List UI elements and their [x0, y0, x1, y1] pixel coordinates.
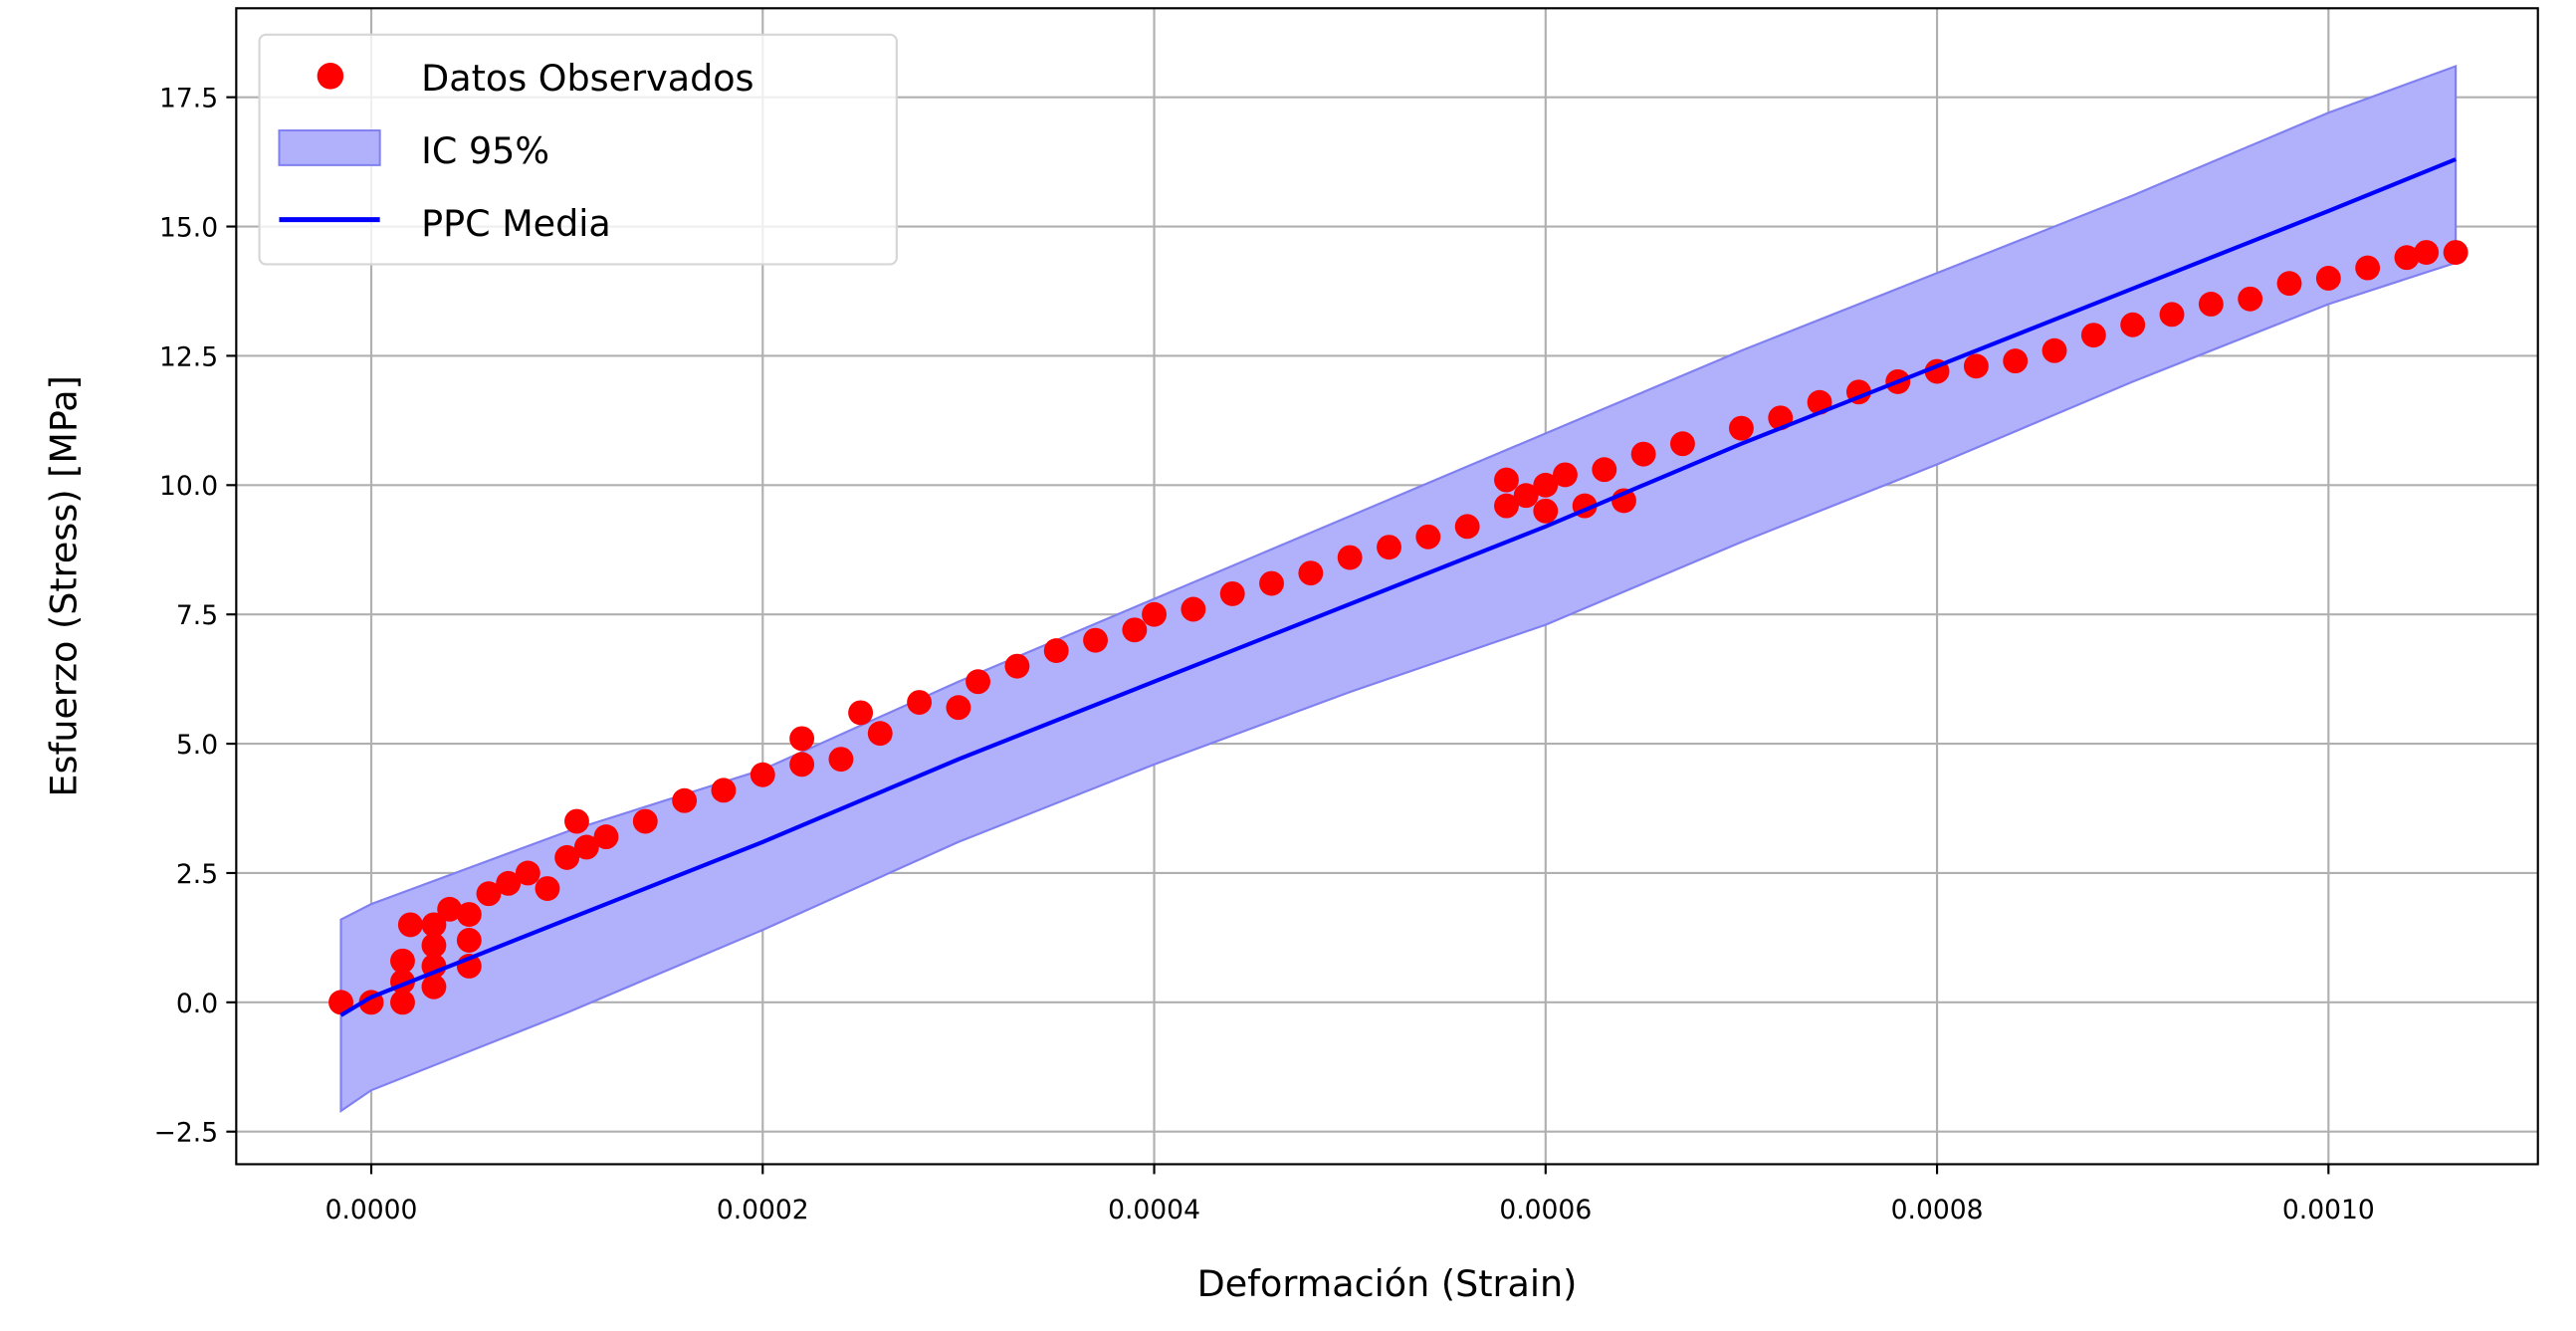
- x-tick-label: 0.0000: [325, 1195, 418, 1225]
- legend-label-mean: PPC Media: [421, 202, 611, 245]
- observed-point: [1553, 462, 1578, 488]
- observed-point: [672, 787, 698, 813]
- observed-point: [2041, 337, 2067, 363]
- observed-point: [535, 876, 560, 901]
- observed-point: [867, 721, 893, 747]
- observed-point: [848, 700, 874, 726]
- observed-point: [1533, 472, 1559, 498]
- observed-point: [2414, 240, 2440, 265]
- observed-point: [1298, 560, 1324, 586]
- observed-point: [2276, 271, 2302, 297]
- observed-point: [750, 762, 775, 787]
- observed-point: [476, 881, 502, 907]
- observed-point: [1337, 545, 1363, 570]
- y-tick-label: 5.0: [176, 730, 218, 761]
- observed-point: [1181, 596, 1206, 622]
- observed-point: [2443, 240, 2469, 265]
- observed-point: [397, 912, 423, 938]
- legend-label-observed: Datos Observados: [421, 57, 753, 100]
- observed-point: [2315, 266, 2341, 291]
- observed-point: [907, 690, 933, 715]
- observed-point: [2080, 323, 2106, 348]
- observed-point: [1142, 601, 1167, 627]
- observed-point: [573, 834, 599, 860]
- observed-point: [1670, 431, 1695, 457]
- observed-point: [1728, 415, 1754, 441]
- plot-frame: [235, 7, 2539, 1166]
- y-tick-label: 17.5: [159, 84, 218, 114]
- observed-point: [1043, 638, 1069, 664]
- observed-point: [2003, 348, 2029, 374]
- observed-point: [1377, 535, 1401, 560]
- observed-point: [1259, 570, 1284, 596]
- ticks: 0.0000 0.0002 0.0004 0.0006 0.0008 0.0010 −2.5…: [154, 84, 2375, 1226]
- observed-point: [2198, 292, 2224, 317]
- x-tick-label: 0.0008: [1891, 1195, 1984, 1225]
- observed-point: [328, 990, 353, 1015]
- observed-point: [2120, 312, 2146, 337]
- observed-point: [1592, 457, 1617, 483]
- observed-point: [390, 948, 415, 974]
- observed-point: [828, 747, 854, 773]
- observed-point: [1122, 617, 1148, 643]
- observed-point: [1004, 653, 1030, 679]
- observed-point: [1083, 627, 1108, 653]
- y-tick-label: 7.5: [176, 600, 218, 631]
- observed-point: [1415, 524, 1441, 550]
- observed-point: [711, 777, 737, 803]
- observed-point: [421, 974, 447, 999]
- observed-point: [390, 990, 415, 1015]
- observed-point: [456, 902, 482, 927]
- observed-point: [456, 928, 482, 953]
- observed-point: [421, 912, 447, 938]
- legend: Datos Observados IC 95% PPC Media: [258, 33, 898, 266]
- x-axis-label: Deformación (Strain): [1197, 1262, 1578, 1305]
- observed-point: [966, 669, 991, 695]
- mean-line: [339, 157, 2457, 1017]
- x-tick-label: 0.0004: [1108, 1195, 1200, 1225]
- legend-label-ci: IC 95%: [421, 129, 549, 172]
- y-axis-label: Esfuerzo (Stress) [MPa]: [42, 375, 85, 796]
- y-tick-label: 15.0: [159, 212, 218, 243]
- observed-point: [1454, 514, 1480, 540]
- observed-point: [1494, 493, 1519, 519]
- x-tick-label: 0.0006: [1499, 1195, 1592, 1225]
- observed-point: [1513, 483, 1539, 509]
- observed-point: [2394, 245, 2420, 271]
- observed-points-layer: [328, 240, 2469, 1015]
- observed-point: [1494, 467, 1519, 493]
- observed-point: [437, 896, 463, 922]
- y-tick-label: −2.5: [154, 1118, 218, 1149]
- mean-line-layer: [339, 157, 2457, 1017]
- observed-point: [1963, 353, 1989, 379]
- observed-point: [789, 752, 815, 777]
- observed-point: [632, 808, 658, 834]
- observed-point: [496, 870, 522, 896]
- y-tick-label: 12.5: [159, 341, 218, 372]
- observed-point: [564, 808, 589, 834]
- observed-point: [554, 844, 580, 870]
- observed-point: [2238, 286, 2263, 312]
- observed-point: [421, 954, 447, 979]
- observed-point: [946, 695, 971, 721]
- y-tick-label: 10.0: [159, 471, 218, 502]
- observed-point: [789, 726, 815, 752]
- observed-point: [1533, 498, 1559, 524]
- observed-point: [421, 933, 447, 959]
- observed-point: [515, 860, 540, 886]
- legend-marker-observed: [317, 63, 344, 90]
- y-tick-label: 0.0: [176, 989, 218, 1019]
- observed-point: [2159, 302, 2185, 328]
- x-tick-label: 0.0010: [2282, 1195, 2375, 1225]
- observed-point: [1630, 441, 1656, 467]
- observed-point: [1219, 580, 1245, 606]
- x-tick-label: 0.0002: [717, 1195, 809, 1225]
- legend-box: [258, 33, 898, 266]
- y-tick-label: 2.5: [176, 859, 218, 890]
- observed-point: [2355, 255, 2381, 281]
- legend-swatch-ci: [278, 129, 381, 166]
- observed-point: [593, 824, 619, 850]
